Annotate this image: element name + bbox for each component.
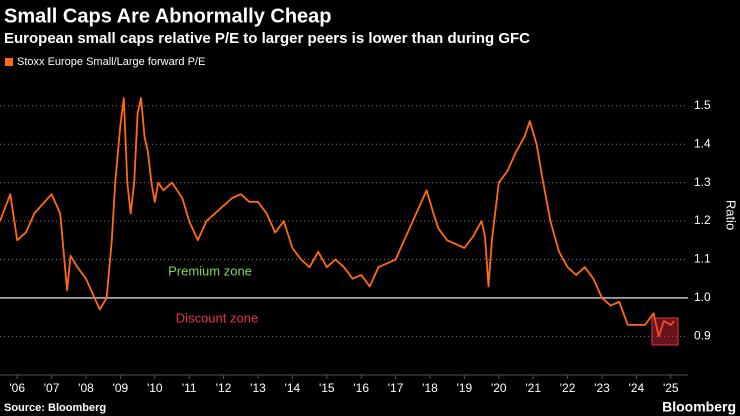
legend-swatch bbox=[5, 58, 13, 66]
x-tick-label: '16 bbox=[353, 381, 369, 395]
x-tick-label: '17 bbox=[388, 381, 404, 395]
data-line bbox=[0, 97, 675, 338]
x-tick-label: '12 bbox=[216, 381, 232, 395]
x-tick-label: '10 bbox=[147, 381, 163, 395]
y-tick-label: 1.0 bbox=[694, 290, 711, 304]
brand: Bloomberg bbox=[662, 399, 736, 415]
x-tick-label: '13 bbox=[250, 381, 266, 395]
x-tick-label: '21 bbox=[525, 381, 541, 395]
source: Source: Bloomberg bbox=[4, 402, 106, 414]
x-tick-label: '22 bbox=[560, 381, 576, 395]
x-tick-label: '06 bbox=[9, 381, 25, 395]
highlight-box bbox=[651, 317, 679, 346]
chart-title: Small Caps Are Abnormally Cheap bbox=[4, 5, 332, 27]
chart-subtitle: European small caps relative P/E to larg… bbox=[4, 30, 530, 47]
x-tick-label: '20 bbox=[491, 381, 507, 395]
y-tick-label: 1.4 bbox=[694, 136, 711, 150]
y-tick-label: 1.2 bbox=[694, 213, 711, 227]
x-tick-label: '09 bbox=[113, 381, 129, 395]
x-tick-label: '23 bbox=[594, 381, 610, 395]
x-tick-label: '07 bbox=[44, 381, 60, 395]
y-tick-label: 1.5 bbox=[694, 98, 711, 112]
y-axis-label: Ratio bbox=[724, 200, 739, 230]
x-tick-label: '25 bbox=[663, 381, 679, 395]
y-tick-label: 1.3 bbox=[694, 175, 711, 189]
annotation: Premium zone bbox=[168, 263, 252, 278]
x-tick-label: '24 bbox=[629, 381, 645, 395]
annotation: Discount zone bbox=[176, 310, 258, 325]
y-tick-label: 0.9 bbox=[694, 329, 711, 343]
x-tick-label: '08 bbox=[78, 381, 94, 395]
y-tick-label: 1.1 bbox=[694, 252, 711, 266]
x-tick-label: '19 bbox=[457, 381, 473, 395]
x-tick-label: '11 bbox=[182, 381, 197, 395]
x-tick-label: '18 bbox=[422, 381, 438, 395]
x-tick-label: '15 bbox=[319, 381, 335, 395]
legend-label: Stoxx Europe Small/Large forward P/E bbox=[17, 56, 205, 68]
x-tick-label: '14 bbox=[285, 381, 301, 395]
